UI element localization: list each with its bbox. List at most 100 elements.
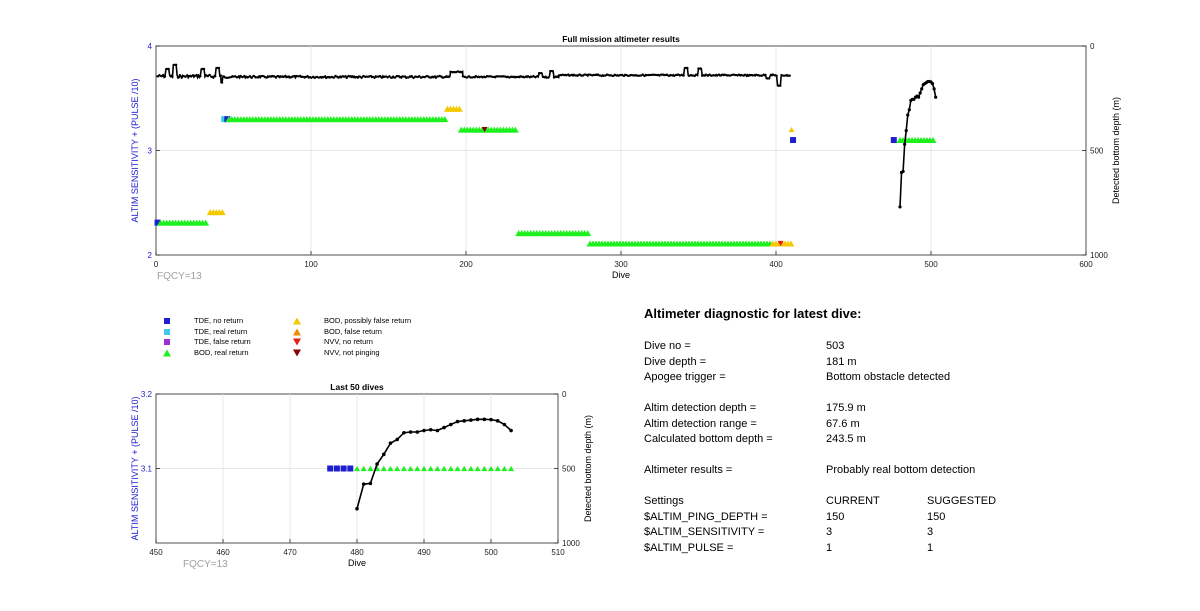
depth-point (760, 74, 763, 77)
depth-point (368, 481, 373, 486)
depth-point (378, 74, 382, 78)
last-50-xlabel: Dive (348, 558, 366, 568)
depth-point (903, 142, 907, 146)
depth-point (606, 73, 609, 76)
ping-depth-row: $ALTIM_PING_DEPTH = 150 150 (644, 510, 1144, 526)
full-mission-y2tick-label: 0 (1090, 42, 1095, 51)
depth-point (669, 73, 672, 77)
depth-point (506, 75, 509, 79)
depth-point (576, 74, 579, 77)
depth-point (395, 74, 399, 78)
depth-point (423, 75, 426, 79)
bod-real-return-marker (427, 465, 434, 472)
last-50-y2tick-label: 1000 (562, 539, 580, 548)
bod-real-return-marker (421, 465, 427, 472)
depth-point (650, 73, 654, 77)
last-50-fqcy-annotation: FQCY=13 (183, 559, 228, 570)
depth-point (704, 73, 708, 76)
bod-real-return-marker (511, 126, 519, 133)
depth-point (341, 75, 345, 78)
last-50-xtick-label: 500 (484, 548, 498, 557)
depth-point (474, 75, 478, 78)
depth-point (235, 76, 239, 79)
apogee-label: Apogee trigger = (644, 371, 726, 383)
depth-point (652, 73, 656, 76)
depth-point (447, 75, 451, 79)
bod-real-return-marker (394, 465, 401, 472)
full-mission-ylabel: ALTIM SENSITIVITY + (PULSE /10) (130, 79, 140, 223)
depth-point (485, 75, 489, 78)
depth-point (422, 428, 426, 433)
depth-point (530, 75, 533, 78)
depth-point (311, 75, 315, 79)
depth-point (291, 75, 294, 78)
bod-real-return-marker (407, 465, 414, 472)
depth-point (362, 74, 365, 78)
depth-point (360, 76, 363, 79)
depth-point (193, 74, 196, 78)
depth-point (228, 76, 231, 79)
depth-point (532, 75, 535, 78)
last-50-ylabel: ALTIM SENSITIVITY + (PULSE /10) (130, 397, 140, 541)
depth-point (714, 74, 717, 77)
bod-real-return-marker (494, 465, 501, 472)
legend-label: BOD, real return (194, 347, 249, 357)
depth-point (214, 74, 217, 78)
bod-real-return-marker (474, 465, 481, 472)
dive-no-value: 503 (826, 340, 845, 352)
depth-point (676, 73, 680, 76)
depth-point (557, 74, 561, 77)
depth-point (406, 76, 410, 79)
bod-real-return-marker (387, 465, 394, 472)
depth-point (495, 75, 498, 78)
depth-point (595, 73, 598, 76)
depth-point (176, 76, 180, 79)
depth-point (585, 73, 589, 77)
depth-point (719, 74, 723, 77)
sensitivity-label: $ALTIM_SENSITIVITY = (644, 526, 765, 538)
depth-point (358, 75, 361, 78)
depth-point (449, 70, 452, 74)
depth-point (660, 73, 663, 76)
bod-real-return-marker (488, 465, 494, 472)
depth-point (917, 95, 921, 99)
depth-point (469, 418, 473, 422)
depth-point (741, 74, 745, 77)
depth-point (297, 75, 300, 78)
depth-point (233, 75, 237, 78)
depth-point (552, 76, 556, 79)
depth-point (306, 74, 309, 78)
depth-point (271, 74, 274, 78)
bod-possibly-false-marker (788, 127, 795, 133)
altim-range-value: 67.6 m (826, 417, 860, 430)
depth-point (736, 74, 739, 77)
depth-point (282, 75, 285, 79)
depth-point (445, 75, 449, 79)
depth-point (561, 73, 564, 76)
depth-point (461, 75, 465, 78)
bod-real-return-marker (584, 230, 592, 237)
depth-point (354, 75, 358, 79)
bod-real-return-marker (508, 465, 515, 472)
depth-point (547, 76, 550, 79)
last-50-xtick-label: 460 (216, 548, 230, 557)
depth-point (658, 74, 661, 77)
depth-point (280, 75, 283, 78)
depth-point (182, 74, 185, 78)
last-50-xtick-label: 510 (551, 548, 565, 557)
depth-point (336, 75, 339, 79)
depth-point (545, 76, 548, 79)
depth-point (308, 76, 311, 79)
settings-header-row: Settings CURRENT SUGGESTED (644, 494, 1144, 510)
depth-point (684, 66, 687, 70)
depth-point (471, 76, 474, 79)
depth-point (723, 73, 726, 76)
depth-point (345, 76, 348, 80)
depth-point (419, 76, 423, 79)
depth-point (410, 74, 413, 78)
depth-point (161, 73, 165, 77)
depth-point (460, 71, 463, 74)
depth-point (732, 73, 736, 76)
depth-point (482, 417, 487, 422)
depth-point (589, 73, 592, 77)
